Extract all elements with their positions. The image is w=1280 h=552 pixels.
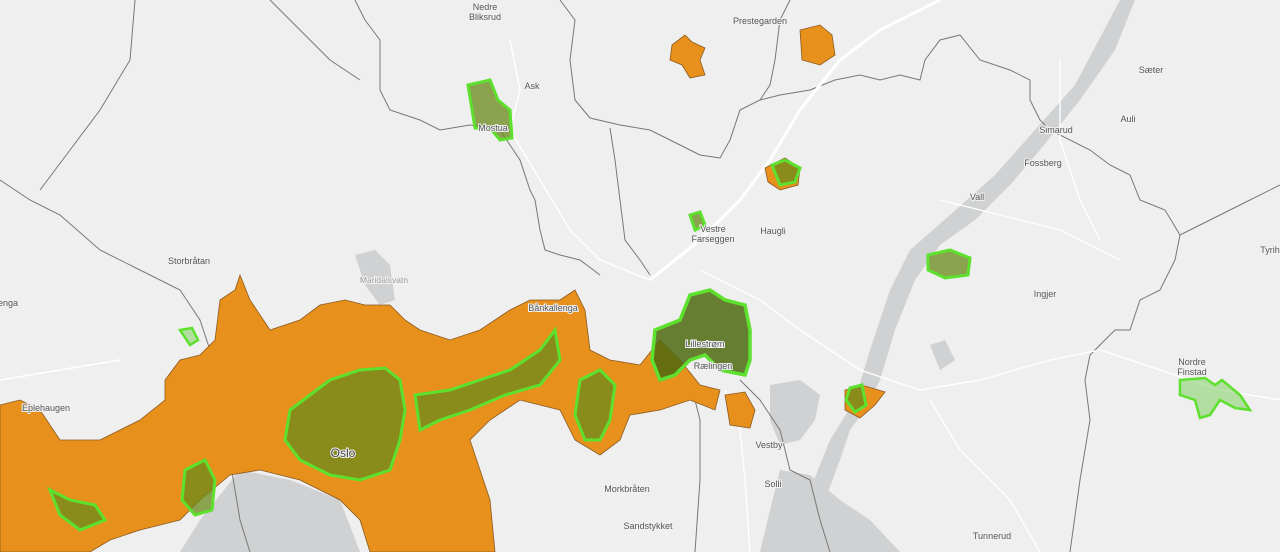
place-label: Vestby (755, 440, 783, 450)
place-label: Tyrih (1260, 245, 1280, 255)
place-label: enga (0, 298, 18, 308)
place-label: Auli (1120, 114, 1135, 124)
place-label: Ingjer (1034, 289, 1057, 299)
place-label: Oslo (331, 446, 356, 460)
place-label: Simarud (1039, 125, 1073, 135)
place-label: Haugli (760, 226, 786, 236)
zone-lillestrom (650, 288, 752, 383)
place-label: Prestegarden (733, 16, 787, 26)
place-label: Farseggen (691, 234, 734, 244)
place-label: Storbråtan (168, 256, 210, 266)
place-label: Maridalsvatn (360, 275, 408, 285)
zone-oslo (283, 366, 407, 482)
place-label: Vall (970, 192, 984, 202)
place-label: Morkbråten (604, 484, 650, 494)
place-label: Sæter (1139, 65, 1164, 75)
place-label: Tunnerud (973, 531, 1011, 541)
zones[interactable] (47, 78, 1253, 532)
place-label: Mostua (478, 123, 508, 133)
place-label: Eplehaugen (22, 403, 70, 413)
place-label: Ask (524, 81, 540, 91)
place-label: Lillestrøm (685, 339, 724, 349)
place-label: Fossberg (1024, 158, 1062, 168)
place-label: Vestre (700, 224, 726, 234)
place-label: Rælingen (694, 361, 733, 371)
place-label: Bliksrud (469, 12, 501, 22)
place-label: Finstad (1177, 367, 1207, 377)
place-label: Solli (764, 479, 781, 489)
place-label: Nordre (1178, 357, 1206, 367)
place-label: Nedre (473, 2, 498, 12)
place-label: Sandstykket (623, 521, 673, 531)
place-label: Bånkallenga (528, 303, 578, 313)
water-bodies (180, 0, 1135, 552)
